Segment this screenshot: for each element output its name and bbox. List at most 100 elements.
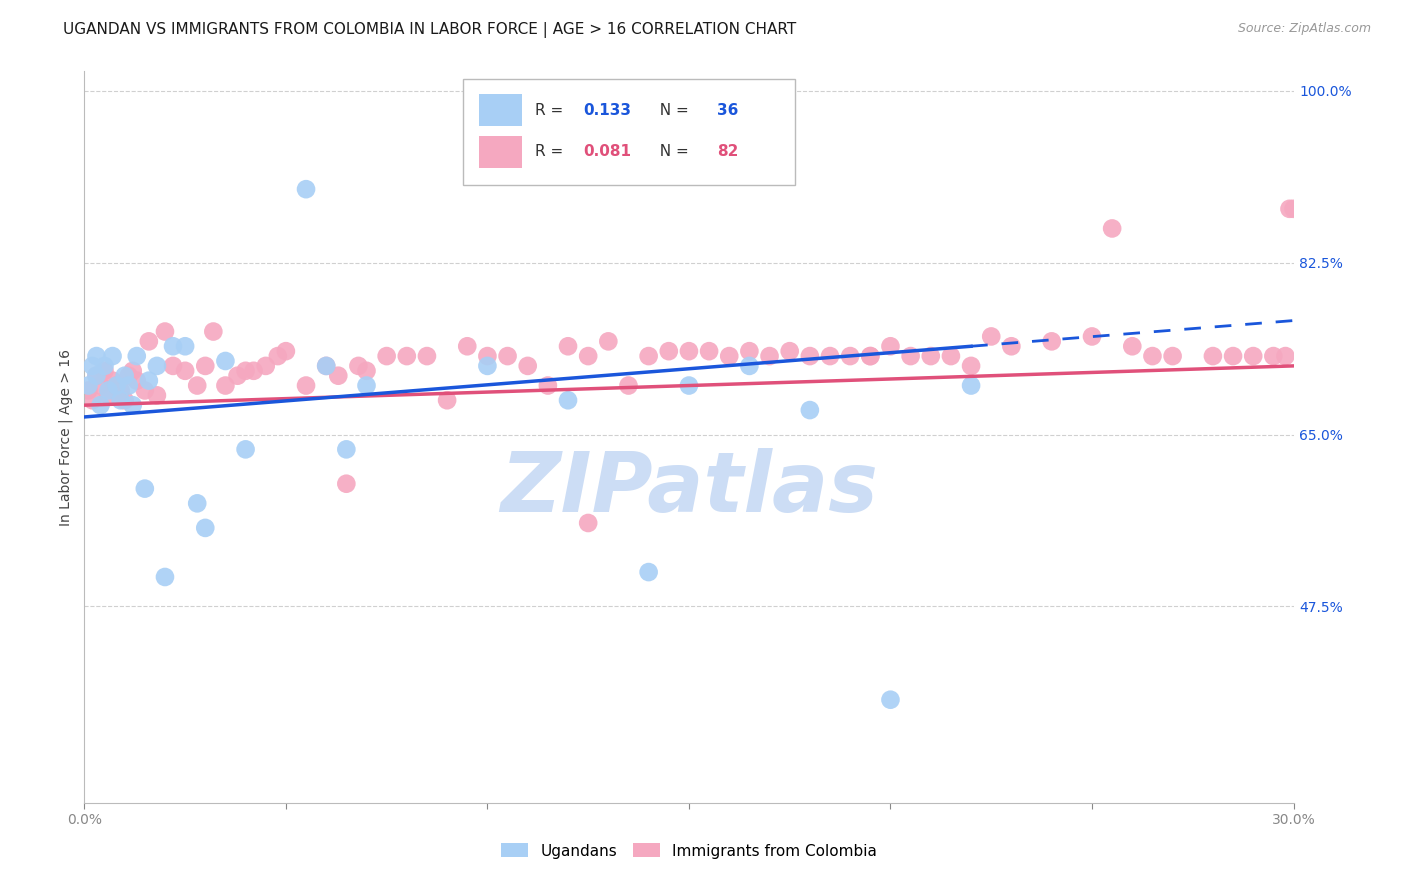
Point <box>879 692 901 706</box>
Point <box>226 368 249 383</box>
Point <box>153 325 176 339</box>
Point <box>1081 329 1104 343</box>
FancyBboxPatch shape <box>478 136 522 168</box>
Point <box>118 368 141 383</box>
Text: N =: N = <box>650 145 695 160</box>
Point <box>537 378 560 392</box>
Text: 0.081: 0.081 <box>583 145 631 160</box>
Point <box>335 442 357 457</box>
Point <box>214 378 236 392</box>
Point <box>186 378 208 392</box>
Point <box>576 349 599 363</box>
Point <box>1241 349 1264 363</box>
Point <box>134 482 156 496</box>
Point <box>186 496 208 510</box>
Text: 82: 82 <box>717 145 738 160</box>
Point <box>799 403 821 417</box>
Point <box>242 364 264 378</box>
Point <box>89 398 111 412</box>
Point <box>1142 349 1164 363</box>
Point <box>86 349 108 363</box>
Point <box>105 378 128 392</box>
Point <box>738 344 761 359</box>
Point <box>101 374 124 388</box>
Point <box>93 364 115 378</box>
Point <box>1274 349 1296 363</box>
Point <box>295 378 318 392</box>
Point <box>138 374 160 388</box>
Point <box>557 393 579 408</box>
Point <box>758 349 780 363</box>
Point <box>138 334 160 349</box>
Point <box>637 565 659 579</box>
Point <box>93 359 115 373</box>
Point <box>900 349 922 363</box>
Point <box>1101 221 1123 235</box>
Text: R =: R = <box>536 103 568 118</box>
Point <box>202 325 225 339</box>
Point <box>738 359 761 373</box>
Point <box>697 344 720 359</box>
Point <box>162 339 184 353</box>
Point <box>436 393 458 408</box>
Point <box>1000 339 1022 353</box>
Point <box>980 329 1002 343</box>
Point <box>125 349 148 363</box>
Point <box>118 378 141 392</box>
Point <box>1263 349 1285 363</box>
Point <box>617 378 640 392</box>
Point <box>162 359 184 373</box>
Point <box>1121 339 1143 353</box>
Point <box>1323 751 1346 765</box>
Point <box>839 349 862 363</box>
Point <box>315 359 337 373</box>
Point <box>1202 349 1225 363</box>
Point <box>174 364 197 378</box>
Point <box>121 364 143 378</box>
Point <box>89 378 111 392</box>
Point <box>658 344 681 359</box>
Point <box>395 349 418 363</box>
Point <box>576 516 599 530</box>
Point <box>146 359 169 373</box>
Point <box>939 349 962 363</box>
Point <box>214 354 236 368</box>
Point <box>920 349 942 363</box>
Point <box>678 344 700 359</box>
Point <box>1282 202 1305 216</box>
Point <box>637 349 659 363</box>
Text: 36: 36 <box>717 103 738 118</box>
Point <box>335 476 357 491</box>
Point <box>86 368 108 383</box>
Point <box>82 359 104 373</box>
Point <box>1278 202 1301 216</box>
Text: N =: N = <box>650 103 695 118</box>
Point <box>82 393 104 408</box>
Y-axis label: In Labor Force | Age > 16: In Labor Force | Age > 16 <box>59 349 73 525</box>
Point <box>97 384 120 398</box>
Point <box>779 344 801 359</box>
Point <box>110 393 132 408</box>
Point <box>101 349 124 363</box>
Point <box>114 368 136 383</box>
Point <box>879 339 901 353</box>
Point <box>477 359 499 373</box>
Point <box>97 388 120 402</box>
Point <box>557 339 579 353</box>
Point <box>456 339 478 353</box>
Text: 0.133: 0.133 <box>583 103 631 118</box>
Text: R =: R = <box>536 145 568 160</box>
FancyBboxPatch shape <box>478 94 522 127</box>
Point <box>718 349 741 363</box>
Point <box>1222 349 1244 363</box>
Point <box>960 378 983 392</box>
Point <box>77 378 100 392</box>
Point <box>1040 334 1063 349</box>
Point <box>134 384 156 398</box>
Point <box>235 442 257 457</box>
Point <box>254 359 277 373</box>
Point <box>416 349 439 363</box>
Point <box>516 359 538 373</box>
Point <box>678 378 700 392</box>
Point <box>1161 349 1184 363</box>
